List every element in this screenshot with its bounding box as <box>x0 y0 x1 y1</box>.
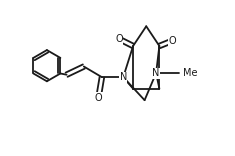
Text: O: O <box>115 34 123 44</box>
Text: O: O <box>169 36 176 46</box>
Text: N: N <box>153 68 160 78</box>
Text: O: O <box>95 93 102 103</box>
Text: N: N <box>120 72 127 82</box>
Text: Me: Me <box>183 68 198 78</box>
